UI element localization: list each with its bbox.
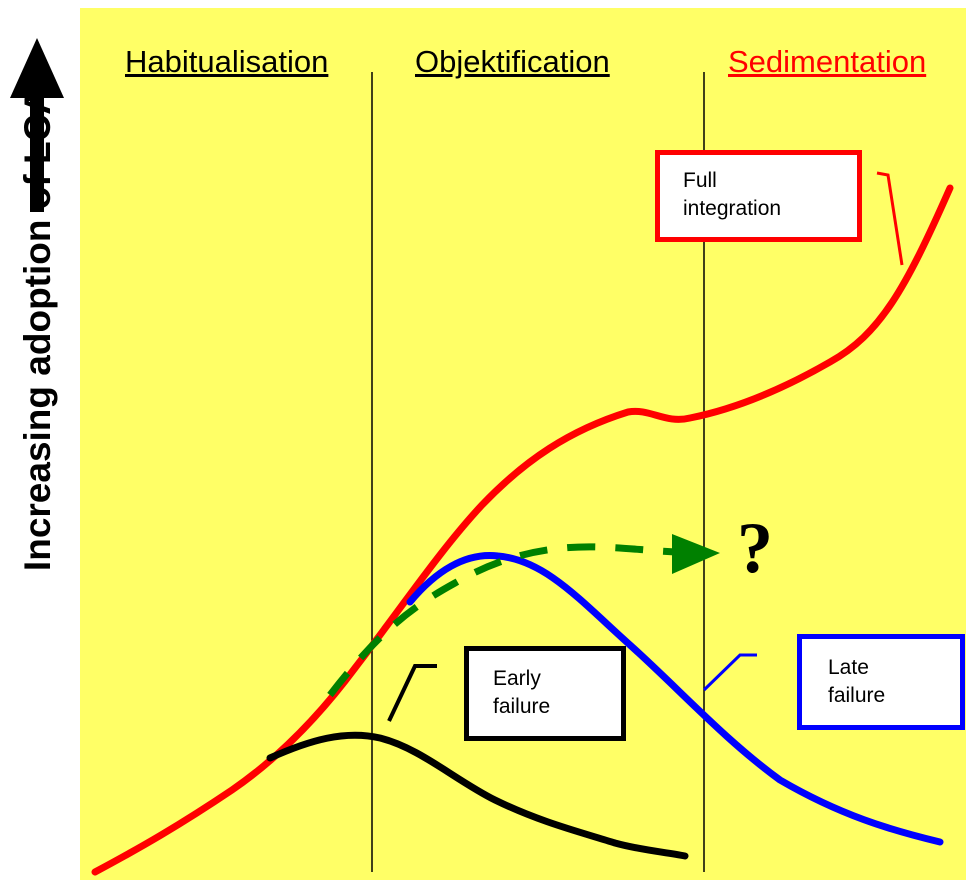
- early-failure-callout: Early failure: [464, 646, 626, 741]
- late-failure-line2: failure: [828, 683, 886, 707]
- y-axis-label-container: Increasing adoption of LCA: [2, 0, 72, 885]
- phase-objektification: Objektification: [415, 44, 610, 79]
- early-failure-line1: Early: [493, 667, 541, 690]
- full-integration-line2: integration: [683, 196, 782, 220]
- late-failure-curve: [406, 551, 944, 846]
- y-axis-arrowhead: [10, 38, 64, 98]
- early-failure-leader: [387, 664, 437, 722]
- late-failure-line1: Late: [828, 656, 869, 679]
- full-integration-leader: [876, 171, 904, 266]
- late-failure-leader: [702, 653, 757, 692]
- full-integration-curve: [91, 184, 954, 876]
- uncertain-future-arrowhead: [672, 534, 720, 574]
- full-integration-line1: Full: [683, 169, 717, 192]
- late-failure-callout: Late failure: [797, 634, 965, 730]
- early-failure-line2: failure: [493, 694, 551, 718]
- y-axis-label: Increasing adoption of LCA: [16, 88, 58, 572]
- question-mark: ?: [737, 508, 773, 588]
- early-failure-curve: [266, 731, 689, 860]
- phase-habitualisation: Habitualisation: [125, 44, 329, 79]
- phase-sedimentation: Sedimentation: [728, 44, 927, 79]
- uncertain-future-curve: [327, 543, 681, 698]
- full-integration-callout: Full integration: [655, 150, 862, 242]
